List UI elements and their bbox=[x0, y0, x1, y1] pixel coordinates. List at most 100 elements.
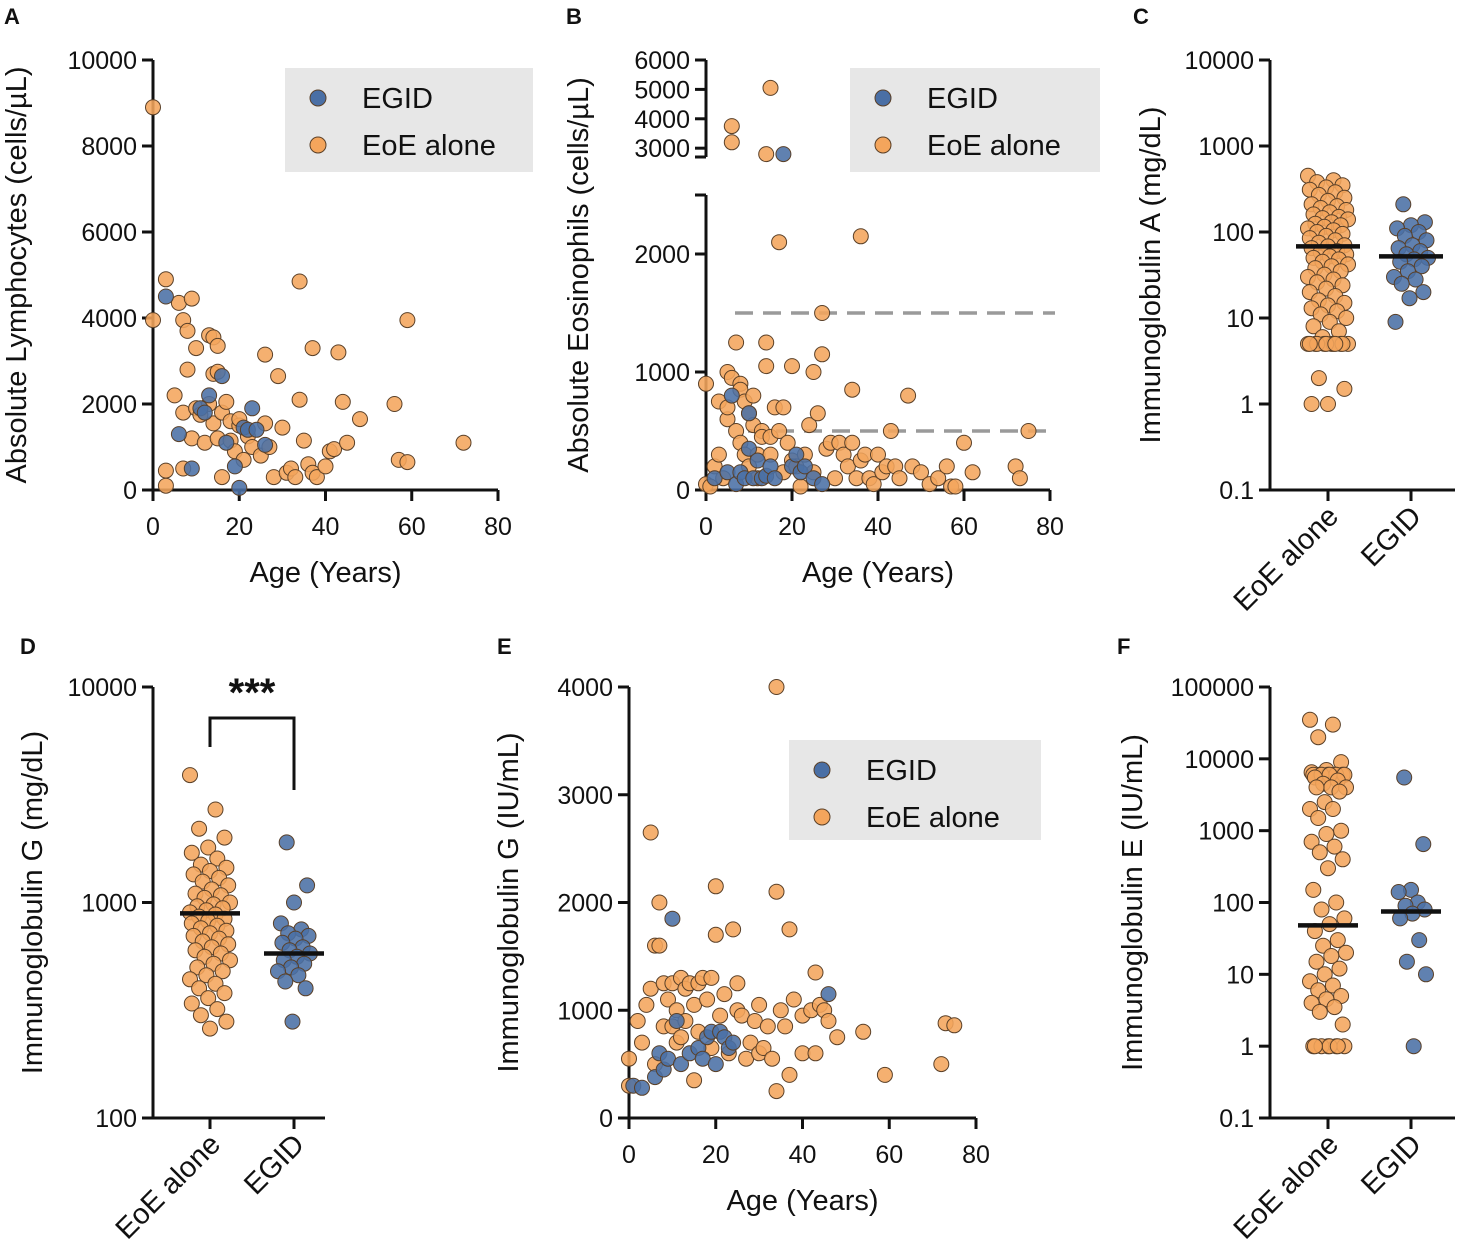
data-point-eoe-alone bbox=[166, 387, 183, 404]
legend-marker-eoe-alone bbox=[813, 808, 831, 826]
data-point-egid bbox=[297, 980, 314, 997]
x-axis-label: Age (Years) bbox=[802, 557, 954, 589]
data-point-egid bbox=[201, 387, 218, 404]
data-point-eoe-alone bbox=[758, 358, 775, 375]
data-point-eoe-alone bbox=[876, 1066, 893, 1083]
data-point-eoe-alone bbox=[352, 411, 368, 428]
x-tick-label: 0 bbox=[622, 1141, 636, 1169]
data-point-eoe-alone bbox=[207, 801, 224, 818]
y-tick-label: 3000 bbox=[557, 782, 613, 810]
data-point-eoe-alone bbox=[145, 312, 161, 329]
data-point-eoe-alone bbox=[809, 405, 826, 422]
chart-panel-f: 0.1 1 10 100 1000 10000 100000 EoE alone EGID Imm… bbox=[1117, 674, 1455, 1246]
legend-marker-egid bbox=[309, 89, 327, 107]
data-point-eoe-alone bbox=[1328, 894, 1345, 911]
data-point-eoe-alone bbox=[771, 234, 788, 251]
data-point-eoe-alone bbox=[1331, 960, 1348, 977]
data-point-eoe-alone bbox=[222, 952, 238, 969]
data-point-eoe-alone bbox=[326, 441, 343, 458]
data-point-eoe-alone bbox=[673, 1029, 689, 1046]
y-tick-label: 1000 bbox=[557, 997, 613, 1025]
y-tick-label: 2000 bbox=[634, 241, 690, 269]
data-point-egid bbox=[196, 404, 213, 421]
data-point-eoe-alone bbox=[1326, 838, 1343, 855]
x-tick-label: 40 bbox=[312, 513, 340, 541]
data-point-eoe-alone bbox=[660, 991, 676, 1008]
data-point-eoe-alone bbox=[1318, 826, 1335, 842]
legend-marker-egid bbox=[874, 89, 892, 107]
data-point-eoe-alone bbox=[157, 462, 174, 479]
data-point-eoe-alone bbox=[829, 1029, 846, 1046]
data-point-egid bbox=[668, 1013, 685, 1029]
data-point-egid bbox=[1413, 258, 1430, 275]
data-point-eoe-alone bbox=[621, 1050, 637, 1067]
data-point-eoe-alone bbox=[913, 464, 929, 481]
data-point-eoe-alone bbox=[772, 1002, 789, 1019]
data-point-eoe-alone bbox=[304, 340, 321, 357]
data-point-eoe-alone bbox=[768, 679, 785, 695]
data-point-eoe-alone bbox=[758, 334, 775, 351]
legend-marker-egid bbox=[813, 761, 831, 779]
y-tick-label: 100 bbox=[1212, 890, 1254, 918]
data-point-eoe-alone bbox=[1301, 335, 1318, 352]
data-point-eoe-alone bbox=[781, 1066, 798, 1083]
data-point-eoe-alone bbox=[1306, 1038, 1323, 1055]
data-point-eoe-alone bbox=[777, 1018, 794, 1035]
data-point-egid bbox=[226, 458, 243, 475]
y-tick-label: 2000 bbox=[557, 890, 613, 918]
data-point-eoe-alone bbox=[852, 228, 869, 245]
y-tick-label: 0 bbox=[123, 477, 137, 505]
y-tick-label: 0.1 bbox=[1219, 1105, 1254, 1133]
y-tick-label: 10000 bbox=[1184, 746, 1254, 774]
data-point-eoe-alone bbox=[1338, 310, 1355, 326]
data-point-eoe-alone bbox=[1303, 396, 1320, 412]
data-point-eoe-alone bbox=[1303, 833, 1320, 850]
data-point-egid bbox=[775, 146, 792, 163]
data-point-egid bbox=[723, 387, 740, 404]
y-tick-label: 4000 bbox=[81, 305, 137, 333]
data-point-eoe-alone bbox=[1338, 944, 1354, 961]
chart-panel-d: 100 1000 10000 EoE alone EGID Immunoglobulin … bbox=[17, 671, 325, 1246]
data-point-eoe-alone bbox=[145, 99, 161, 116]
x-tick-label: EoE alone bbox=[1228, 500, 1345, 617]
data-point-eoe-alone bbox=[938, 458, 955, 475]
data-point-egid bbox=[277, 973, 294, 990]
data-point-eoe-alone bbox=[703, 969, 720, 986]
data-point-eoe-alone bbox=[270, 368, 287, 385]
data-point-eoe-alone bbox=[214, 469, 230, 486]
significance-label: *** bbox=[229, 671, 276, 715]
data-point-eoe-alone bbox=[1334, 1016, 1351, 1033]
x-tick-label: EGID bbox=[1355, 1128, 1428, 1201]
data-point-eoe-alone bbox=[651, 894, 668, 911]
data-point-egid bbox=[814, 476, 831, 493]
data-point-eoe-alone bbox=[1020, 423, 1037, 439]
data-point-eoe-alone bbox=[202, 1020, 218, 1037]
data-point-eoe-alone bbox=[200, 839, 217, 856]
data-point-eoe-alone bbox=[634, 1034, 650, 1051]
data-point-egid bbox=[218, 434, 235, 451]
data-point-eoe-alone bbox=[183, 844, 200, 861]
data-point-eoe-alone bbox=[182, 767, 198, 784]
data-point-eoe-alone bbox=[1334, 851, 1351, 868]
data-point-eoe-alone bbox=[200, 990, 217, 1007]
panel-label-f: F bbox=[1117, 634, 1130, 659]
data-point-eoe-alone bbox=[785, 991, 802, 1008]
panel-label-e: E bbox=[497, 634, 512, 659]
data-point-eoe-alone bbox=[775, 399, 792, 416]
data-point-eoe-alone bbox=[759, 1018, 776, 1035]
data-point-eoe-alone bbox=[1331, 783, 1348, 800]
data-point-eoe-alone bbox=[157, 271, 174, 288]
data-point-eoe-alone bbox=[386, 396, 403, 412]
y-tick-label: 10 bbox=[1226, 305, 1254, 333]
x-tick-label: 80 bbox=[1036, 513, 1064, 541]
data-point-egid bbox=[1393, 275, 1410, 292]
data-point-egid bbox=[299, 877, 316, 894]
data-point-eoe-alone bbox=[334, 393, 351, 410]
data-point-egid bbox=[244, 400, 261, 417]
data-point-eoe-alone bbox=[287, 469, 304, 486]
data-point-eoe-alone bbox=[257, 346, 274, 363]
data-point-eoe-alone bbox=[698, 375, 714, 392]
legend-box bbox=[850, 68, 1100, 172]
data-point-eoe-alone bbox=[629, 1013, 646, 1029]
